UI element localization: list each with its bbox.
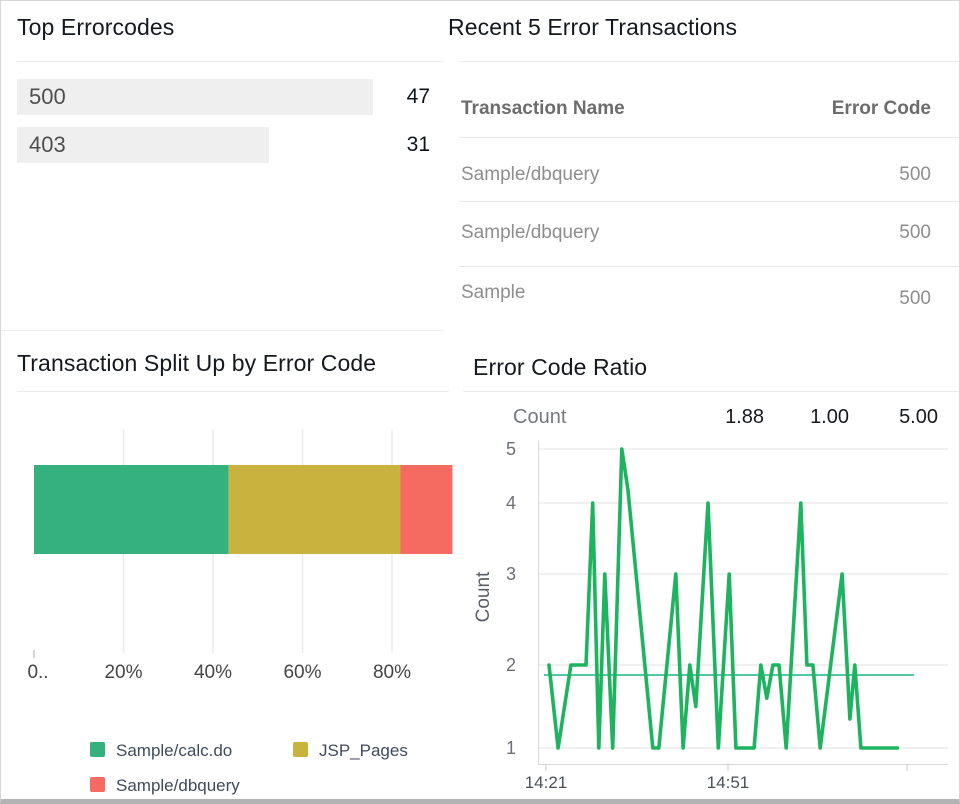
legend-item-sample-calc-do[interactable]: Sample/calc.do: [90, 741, 270, 760]
legend-label: Sample/dbquery: [116, 776, 240, 795]
bar-segment-sample-dbquery[interactable]: [400, 465, 453, 554]
errorcode-bar-row[interactable]: 403 31: [17, 127, 431, 163]
legend-item-sample-dbquery[interactable]: Sample/dbquery: [90, 776, 270, 795]
errorcode-value: 31: [406, 133, 430, 156]
cell-transaction-name: Sample/dbquery: [461, 164, 600, 185]
legend-swatch-icon: [90, 777, 105, 792]
errorcode-bar[interactable]: [17, 127, 269, 163]
panel-transaction-split: Transaction Split Up by Error Code 0.. 20…: [1, 339, 456, 801]
panel-title-error-code-ratio: Error Code Ratio: [473, 354, 648, 380]
panel-separator: [1, 330, 444, 331]
y-axis-title: Count: [473, 571, 494, 622]
stat-minimum: 1.00: [810, 406, 849, 428]
cell-transaction-name: Sample/dbquery: [461, 222, 600, 243]
legend-swatch-icon: [293, 742, 308, 757]
row-divider: [459, 137, 959, 138]
y-axis-tick-label: 1: [506, 738, 516, 758]
row-divider: [459, 201, 959, 202]
stat-maximum: 5.00: [899, 406, 938, 428]
cell-transaction-name: Sample: [461, 282, 526, 303]
panel-title-top-errorcodes: Top Errorcodes: [17, 14, 175, 40]
x-axis-label: 60%: [283, 662, 321, 683]
count-series-line[interactable]: [547, 447, 900, 750]
panel-recent-error-transactions: Recent 5 Error Transactions Transaction …: [448, 1, 959, 330]
x-axis-label: 0..: [27, 662, 48, 683]
errorcode-label: 403: [29, 132, 66, 157]
cell-error-code: 500: [899, 288, 931, 309]
title-divider: [463, 391, 959, 392]
stacked-bar-chart[interactable]: 0.. 20% 40% 60% 80%: [1, 391, 456, 801]
panel-title-recent-transactions: Recent 5 Error Transactions: [448, 14, 738, 40]
y-axis-tick-label: 3: [506, 564, 516, 584]
y-axis-tick-label: 5: [506, 439, 516, 459]
x-axis-label: 80%: [373, 662, 411, 683]
cell-error-code: 500: [899, 164, 931, 185]
y-axis-tick-label: 2: [506, 655, 516, 675]
error-count-line-chart[interactable]: 5 4 3 2 1 14:21 14:51 Count: [463, 437, 960, 801]
panel-title-transaction-split: Transaction Split Up by Error Code: [17, 350, 377, 376]
legend-item-jsp-pages[interactable]: JSP_Pages: [293, 741, 473, 760]
legend-label: JSP_Pages: [319, 741, 408, 760]
row-divider: [459, 266, 959, 267]
legend-swatch-icon: [90, 742, 105, 757]
bar-segment-sample-calc-do[interactable]: [34, 465, 229, 554]
stats-count-label: Count: [513, 406, 567, 428]
title-divider: [459, 61, 959, 62]
stat-average: 1.88: [725, 406, 764, 428]
column-error-code: Error Code: [831, 98, 931, 119]
x-axis-label: 20%: [104, 662, 142, 683]
x-axis-label: 40%: [194, 662, 232, 683]
bar-segment-jsp-pages[interactable]: [228, 465, 401, 554]
panel-error-code-ratio: Error Code Ratio Count 1.88 1.00 5.00 5 4…: [463, 339, 960, 801]
errorcode-bar-row[interactable]: 500 47: [17, 79, 431, 115]
x-axis-tick-label: 14:51: [707, 773, 750, 792]
cell-error-code: 500: [899, 222, 931, 243]
title-divider: [17, 391, 449, 392]
column-transaction-name: Transaction Name: [461, 98, 625, 119]
errorcode-bar[interactable]: [17, 79, 373, 115]
errorcode-value: 47: [406, 85, 430, 108]
y-axis-tick-label: 4: [506, 493, 516, 513]
title-divider: [17, 61, 444, 62]
x-axis-tick-label: 14:21: [525, 773, 568, 792]
legend-label: Sample/calc.do: [116, 741, 233, 760]
panel-top-errorcodes: Top Errorcodes 500 47 403 31: [1, 1, 444, 330]
errorcode-label: 500: [29, 84, 66, 109]
